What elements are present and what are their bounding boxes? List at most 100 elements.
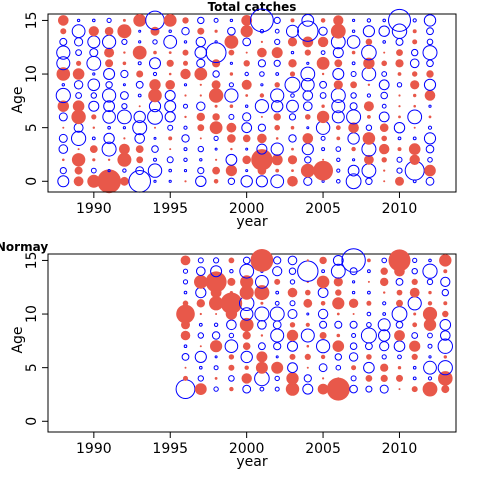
bubble-point (395, 321, 404, 329)
bubble-point (351, 365, 357, 371)
bubble-point (199, 365, 203, 370)
bubble-point (92, 126, 96, 129)
bubble-point (76, 18, 81, 23)
bubble-point (331, 99, 346, 114)
bubble-point (377, 318, 391, 332)
chart-title: Total catches (208, 0, 297, 14)
bubble-point (196, 299, 205, 308)
bubble-point (71, 130, 87, 146)
bubble-point (364, 154, 374, 165)
bubble-point (381, 257, 388, 264)
bubble-point (439, 319, 452, 331)
bubble-point (89, 48, 99, 58)
bubble-point (244, 71, 249, 77)
bubble-point (180, 330, 191, 341)
bubble-point (367, 290, 371, 295)
bubble-point (350, 92, 357, 99)
bubble-point (102, 110, 116, 124)
y-tick-label: 0 (24, 177, 40, 186)
bubble-point (443, 355, 447, 359)
bubble-point (228, 354, 235, 360)
bubble-point (72, 100, 85, 112)
bubble-point (363, 57, 375, 69)
bubble-point (380, 374, 388, 382)
bubble-point (240, 275, 254, 289)
bubble-point (366, 322, 372, 328)
bubble-point (154, 126, 156, 129)
bubble-point (228, 113, 235, 120)
bubble-point (168, 136, 173, 141)
bubble-point (440, 330, 451, 341)
bubble-point (378, 25, 390, 37)
bubble-point (333, 15, 344, 26)
bubble-point (56, 56, 71, 71)
bubble-point (149, 79, 161, 91)
bubble-point (380, 91, 389, 100)
bubble-point (287, 155, 298, 165)
x-axis: 1990 1995 2000 2005 2010 (76, 431, 417, 457)
bubble-point (135, 166, 145, 176)
bubble-point (336, 312, 340, 316)
bubble-point (409, 340, 421, 352)
bubble-point (297, 20, 319, 42)
bubble-point (423, 132, 437, 145)
bubble-point (122, 168, 127, 173)
bubble-point (136, 70, 144, 78)
bubble-point (288, 267, 297, 275)
bubble-point (351, 29, 356, 33)
bubble-point (119, 143, 130, 155)
bubble-point (270, 174, 285, 189)
bubble-point (367, 83, 371, 87)
bubble-point (332, 47, 344, 59)
bubble-point (336, 157, 341, 163)
bubble-point (396, 82, 403, 88)
y-tick-label: 5 (24, 363, 40, 372)
bubble-point (210, 340, 223, 353)
bubble-point (351, 146, 356, 152)
bubble-point (259, 71, 265, 77)
bubble-point (274, 28, 280, 34)
bubble-point (425, 176, 435, 186)
bubble-point (121, 103, 128, 110)
bubble-point (319, 320, 328, 329)
bubble-point (168, 29, 172, 33)
bubble-point (348, 122, 359, 133)
bubble-point (274, 278, 281, 285)
bubble-point (381, 71, 388, 77)
bubble-point (182, 279, 189, 285)
bubble-point (259, 29, 265, 34)
bubble-point (254, 285, 270, 301)
bubble-point (166, 156, 174, 164)
bubble-point (317, 36, 329, 48)
bubble-point (117, 24, 132, 39)
bubble-point (291, 147, 294, 151)
bubble-point (303, 176, 313, 186)
bubble-point (150, 26, 160, 36)
bubble-point (107, 158, 111, 161)
bubble-point (240, 307, 254, 321)
bubble-point (138, 29, 142, 33)
bubble-point (288, 134, 297, 143)
bubble-point (120, 176, 129, 186)
bubble-point (288, 113, 297, 121)
bubble-point (426, 38, 434, 46)
bubble-point (381, 157, 387, 163)
bubble-point (428, 104, 432, 108)
bubble-point (90, 92, 98, 99)
bubble-point (197, 257, 204, 264)
bubble-point (381, 60, 388, 67)
bubble-point (184, 94, 187, 97)
bubble-point (254, 99, 269, 114)
bubble-point (230, 147, 233, 151)
bubble-point (58, 144, 69, 154)
bubble-point (393, 122, 406, 134)
bubble-point (287, 362, 298, 374)
bubble-point (297, 260, 319, 282)
x-tick-label: 2005 (305, 201, 341, 217)
bubble-point (409, 287, 420, 298)
bubble-point (227, 177, 236, 186)
bubble-point (427, 125, 433, 130)
bubble-point (196, 58, 206, 68)
bubble-point (335, 146, 342, 152)
bubble-point (106, 17, 112, 23)
